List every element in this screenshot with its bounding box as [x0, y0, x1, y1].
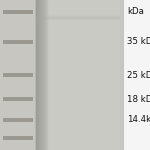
Text: 25 kDa: 25 kDa: [127, 70, 150, 80]
FancyBboxPatch shape: [36, 0, 120, 150]
FancyBboxPatch shape: [3, 10, 33, 14]
Text: kDa: kDa: [127, 8, 144, 16]
FancyBboxPatch shape: [36, 18, 120, 19]
FancyBboxPatch shape: [3, 136, 33, 140]
FancyBboxPatch shape: [3, 40, 33, 44]
Text: 18 kDa: 18 kDa: [127, 94, 150, 103]
Text: 35 kDa: 35 kDa: [127, 38, 150, 46]
Text: 14.4kDa: 14.4kDa: [127, 116, 150, 124]
FancyBboxPatch shape: [3, 97, 33, 101]
FancyBboxPatch shape: [3, 73, 33, 77]
FancyBboxPatch shape: [36, 19, 120, 20]
FancyBboxPatch shape: [3, 118, 33, 122]
FancyBboxPatch shape: [0, 0, 123, 150]
FancyBboxPatch shape: [36, 17, 120, 18]
FancyBboxPatch shape: [36, 16, 120, 17]
